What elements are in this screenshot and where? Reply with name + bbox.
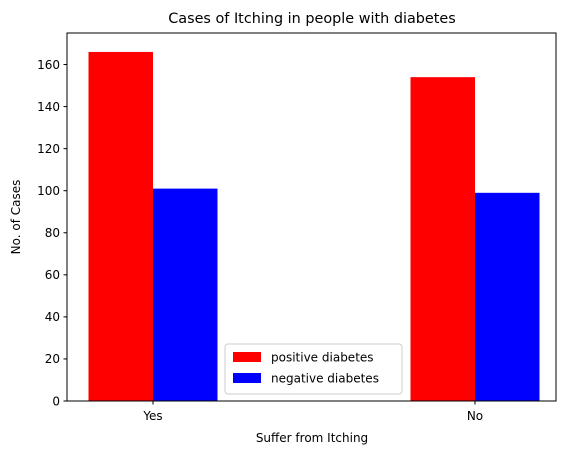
- legend[interactable]: positive diabetes negative diabetes: [224, 343, 403, 395]
- plot-frame: [66, 32, 557, 402]
- bar-negative-diabetes-yes: [153, 188, 218, 401]
- legend-label: positive diabetes: [271, 351, 374, 365]
- legend-swatch: [233, 373, 261, 383]
- y-tick-label: 100: [37, 184, 60, 198]
- chart-title: Cases of Itching in people with diabetes: [168, 11, 456, 27]
- bar-positive-diabetes-no: [410, 77, 475, 401]
- x-tick-label: No: [467, 409, 483, 423]
- y-tick-label: 40: [45, 310, 60, 324]
- y-tick-label: 80: [45, 226, 60, 240]
- x-tick-label: Yes: [142, 409, 162, 423]
- y-tick-label: 140: [37, 100, 60, 114]
- x-axis: Yes No: [142, 401, 483, 423]
- y-tick-label: 60: [45, 268, 60, 282]
- y-tick-label: 160: [37, 58, 60, 72]
- legend-label: negative diabetes: [271, 372, 379, 386]
- legend-box: [224, 343, 403, 395]
- y-axis: 0 20 40 60 80 100 120 140 160: [37, 58, 67, 408]
- y-tick-label: 0: [52, 394, 60, 408]
- bar-positive-diabetes-yes: [88, 51, 153, 401]
- y-tick-label: 120: [37, 142, 60, 156]
- y-axis-label: No. of Cases: [9, 180, 23, 255]
- bar-negative-diabetes-no: [475, 192, 540, 401]
- legend-swatch: [233, 352, 261, 362]
- bars-layer: [88, 51, 540, 401]
- y-tick-label: 20: [45, 352, 60, 366]
- x-axis-label: Suffer from Itching: [256, 431, 368, 445]
